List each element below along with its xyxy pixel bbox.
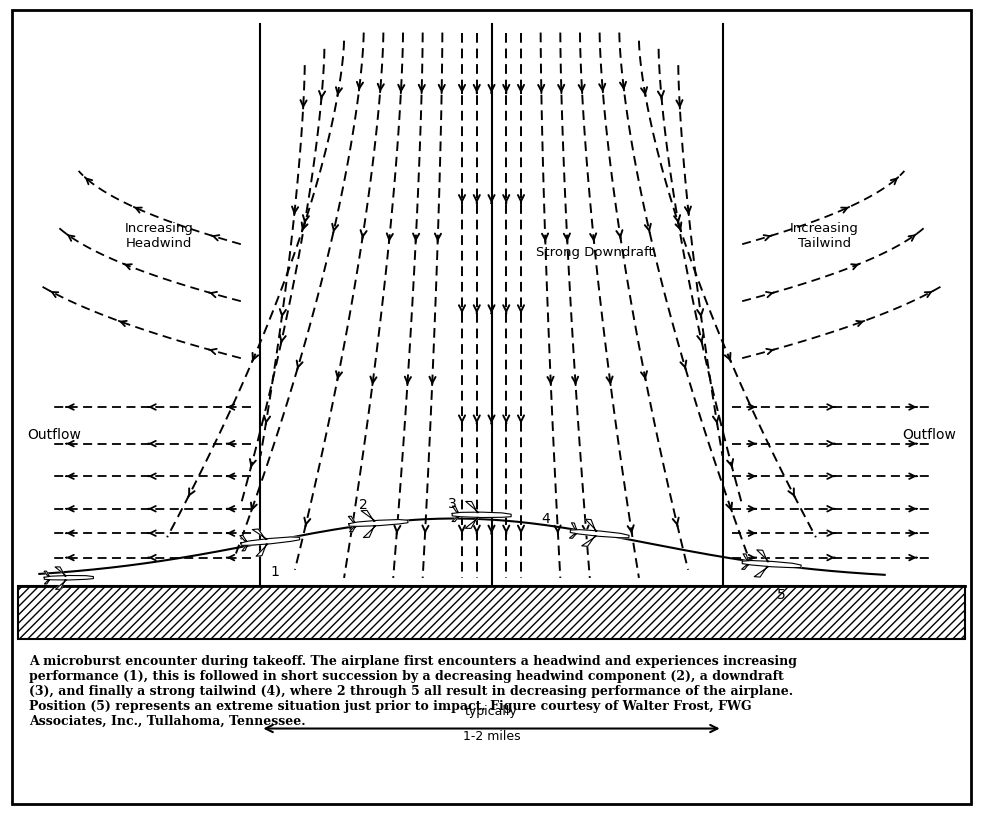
Polygon shape — [348, 516, 355, 523]
Polygon shape — [361, 510, 376, 521]
Polygon shape — [743, 554, 748, 560]
Bar — [18, 586, 965, 639]
Text: 3: 3 — [448, 497, 456, 511]
Polygon shape — [257, 544, 267, 556]
Polygon shape — [349, 519, 408, 527]
Polygon shape — [742, 561, 801, 567]
Polygon shape — [452, 506, 458, 512]
Polygon shape — [44, 575, 93, 580]
Polygon shape — [241, 537, 300, 545]
Polygon shape — [253, 529, 267, 540]
Bar — [18, 586, 965, 639]
Polygon shape — [44, 580, 49, 584]
Polygon shape — [55, 580, 67, 589]
Polygon shape — [364, 526, 376, 537]
Text: Outflow: Outflow — [902, 428, 955, 443]
Polygon shape — [570, 530, 629, 538]
Text: 5: 5 — [778, 589, 785, 602]
Polygon shape — [452, 517, 458, 522]
Polygon shape — [757, 550, 769, 562]
Polygon shape — [569, 534, 576, 538]
Text: A microburst encounter during takeoff. The airplane first encounters a headwind : A microburst encounter during takeoff. T… — [29, 655, 797, 729]
Polygon shape — [465, 518, 479, 528]
Polygon shape — [585, 519, 597, 532]
Text: 4: 4 — [542, 512, 549, 527]
Polygon shape — [55, 567, 66, 576]
Text: 2: 2 — [360, 498, 368, 512]
Text: 1-2 miles: 1-2 miles — [463, 730, 520, 743]
Polygon shape — [754, 567, 769, 577]
Polygon shape — [350, 527, 355, 532]
Polygon shape — [452, 512, 511, 518]
Polygon shape — [44, 571, 49, 576]
Text: Outflow: Outflow — [28, 428, 81, 443]
Text: Increasing
Tailwind: Increasing Tailwind — [789, 222, 859, 250]
Text: Strong Downdraft: Strong Downdraft — [536, 246, 654, 259]
Text: typically: typically — [465, 705, 518, 718]
Polygon shape — [741, 565, 748, 570]
Text: Increasing
Headwind: Increasing Headwind — [124, 222, 194, 250]
Text: 1: 1 — [270, 565, 280, 580]
Polygon shape — [242, 546, 248, 551]
Polygon shape — [582, 536, 597, 546]
Polygon shape — [240, 536, 247, 541]
Polygon shape — [466, 501, 479, 513]
Polygon shape — [571, 523, 576, 529]
